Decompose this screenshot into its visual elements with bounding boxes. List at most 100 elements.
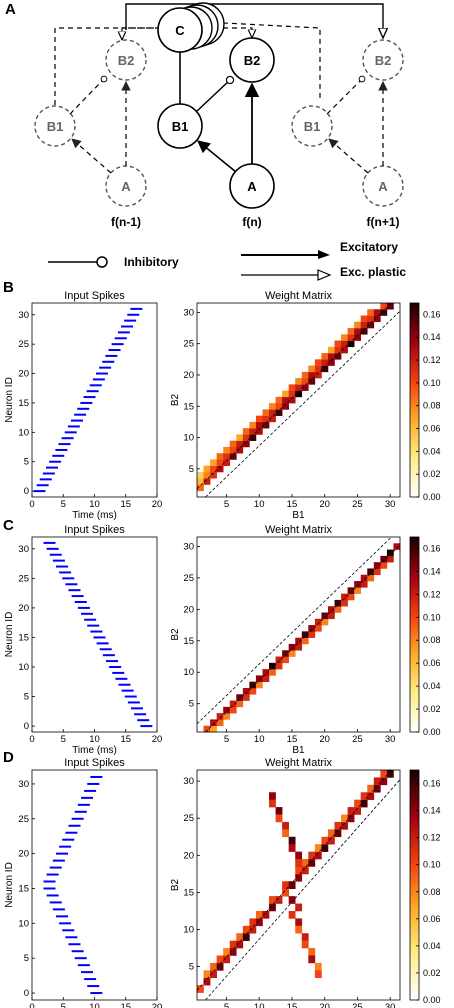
colorbar-tick-label: 0.10 [423, 378, 441, 388]
heatmap-cell [341, 814, 348, 823]
heatmap-cell [314, 365, 322, 373]
heatmap-cell [242, 694, 250, 701]
heatmap-xtick-label: 10 [254, 734, 265, 745]
raster-xtick-label: 20 [152, 499, 163, 510]
b1-inhibit-b2-right [326, 75, 366, 115]
heatmap-cell [223, 948, 231, 956]
raster-ytick-label: 20 [18, 603, 29, 614]
heatmap-cell [282, 888, 289, 897]
heatmap-cell [308, 625, 316, 632]
heatmap-cell [249, 421, 257, 429]
heatmap-cell [288, 390, 296, 398]
heatmap-cell [347, 593, 355, 601]
raster-ytick-label: 10 [18, 427, 29, 438]
neuron-b2 [229, 37, 275, 83]
colorbar-tick-label: 0.04 [423, 681, 441, 691]
heatmap-cell [249, 687, 257, 695]
heatmap-cell [262, 669, 270, 676]
heatmap-cell [210, 719, 217, 727]
heatmap-cell [347, 340, 355, 348]
heatmap-cell [334, 340, 342, 348]
raster-ytick-label: 0 [24, 721, 29, 732]
heatmap-cell [255, 681, 263, 689]
heatmap-cell [341, 821, 348, 830]
column-label-n-minus-1: f(n-1) [111, 215, 141, 229]
colorbar-tick-label: 0.02 [423, 968, 441, 978]
colorbar-tick-label: 0.04 [423, 941, 441, 951]
panel-label-a: A [5, 1, 16, 18]
neuron-c-label: C [175, 23, 185, 38]
heatmap-cell [262, 409, 270, 416]
heatmap-cell [308, 365, 316, 373]
heatmap-cell [295, 925, 303, 934]
heatmap-cell [242, 440, 250, 448]
heatmap-cell [262, 421, 270, 429]
heatmap-cell [295, 918, 303, 927]
heatmap-xtick-label: 5 [224, 734, 229, 745]
raster-ytick-label: 15 [18, 883, 29, 894]
heatmap-cell [354, 587, 362, 594]
heatmap-cell [203, 970, 211, 979]
heatmap-cell [360, 321, 368, 329]
heatmap-cell [373, 315, 381, 323]
heatmap-xtick-label: 20 [319, 1002, 330, 1008]
heatmap-cell [210, 465, 217, 473]
heatmap-cell [327, 346, 335, 354]
heatmap-cell [236, 446, 244, 454]
heatmap-cell [327, 353, 335, 360]
heatmap-cell [229, 440, 237, 448]
colorbar-tick-label: 0.10 [423, 612, 441, 622]
heatmap-ytick-label: 15 [183, 636, 194, 647]
heatmap-cell [242, 687, 250, 695]
raster-ytick-label: 25 [18, 573, 29, 584]
heatmap-cell [262, 675, 270, 682]
heatmap-cell [347, 587, 355, 594]
heatmap-title: Weight Matrix [265, 524, 333, 536]
heatmap-cell [314, 618, 322, 626]
heatmap-frame [196, 302, 401, 498]
heatmap-frame [196, 536, 401, 733]
panel-a-diagram: A B2 B1 A f(n-1) C B2 B1 A f(n) [5, 1, 406, 281]
colorbar-tick-label: 0.02 [423, 704, 441, 714]
raster-ytick-label: 5 [24, 457, 29, 468]
heatmap-background [197, 537, 400, 732]
heatmap-cell [223, 446, 231, 454]
heatmap-cell [288, 396, 296, 404]
heatmap-cell [354, 807, 362, 815]
heatmap-ytick-label: 30 [183, 541, 194, 552]
heatmap-cell [386, 549, 394, 557]
heatmap-cell [288, 881, 296, 890]
raster-ytick-label: 20 [18, 849, 29, 860]
heatmap-title: Weight Matrix [265, 757, 333, 769]
heatmap-cell [275, 896, 283, 904]
heatmap-cell [282, 881, 289, 890]
heatmap-cell [203, 977, 211, 986]
heatmap-ytick-label: 10 [183, 433, 194, 444]
neuron-b1-left-label: B1 [47, 119, 64, 134]
colorbar-tick-label: 0.16 [423, 309, 441, 319]
heatmap-cell [269, 896, 276, 904]
a-to-b1 [197, 140, 237, 173]
neuron-b1-label: B1 [172, 119, 189, 134]
heatmap-d: Weight Matrix5101520253051015202530B1B20… [170, 757, 441, 1008]
heatmap-cell [314, 844, 322, 852]
colorbar-tick-label: 0.06 [423, 914, 441, 924]
heatmap-cell [314, 970, 322, 979]
heatmap-xtick-label: 20 [319, 499, 330, 510]
legend-plastic-label: Exc. plastic [340, 265, 406, 279]
colorbar-tick-label: 0.00 [423, 995, 441, 1005]
heatmap-cell [282, 403, 289, 410]
heatmap-cell [269, 415, 276, 423]
heatmap-cell [341, 599, 348, 607]
heatmap-cell [301, 378, 309, 385]
legend-plastic-head [317, 269, 332, 281]
heatmap-cell [367, 574, 375, 582]
heatmap-cell [210, 471, 217, 479]
heatmap-cell [360, 581, 368, 588]
heatmap-cell [242, 925, 250, 934]
raster-ytick-label: 0 [24, 988, 29, 999]
neuron-b1-right [291, 105, 333, 147]
raster-ytick-label: 25 [18, 339, 29, 350]
heatmap-cell [380, 777, 388, 786]
